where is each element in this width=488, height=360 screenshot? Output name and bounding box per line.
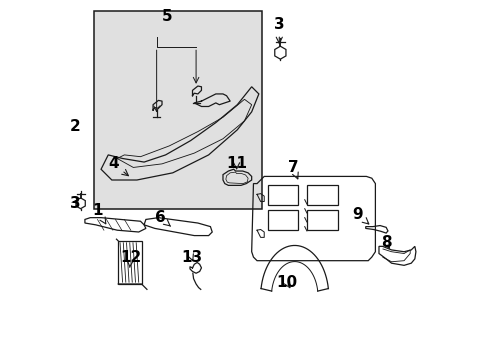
- Text: 9: 9: [351, 207, 368, 224]
- Text: 12: 12: [120, 249, 141, 267]
- Text: 8: 8: [380, 235, 391, 250]
- Text: 4: 4: [108, 156, 128, 176]
- Text: 1: 1: [92, 203, 105, 224]
- Text: 5: 5: [162, 9, 172, 24]
- Text: 3: 3: [273, 17, 284, 43]
- Text: 11: 11: [225, 156, 246, 171]
- Text: 2: 2: [70, 119, 81, 134]
- Text: 13: 13: [181, 249, 202, 265]
- FancyBboxPatch shape: [94, 12, 262, 209]
- Text: 10: 10: [276, 275, 297, 290]
- Text: 7: 7: [287, 160, 298, 179]
- Text: 6: 6: [155, 210, 170, 226]
- Text: 3: 3: [70, 196, 81, 211]
